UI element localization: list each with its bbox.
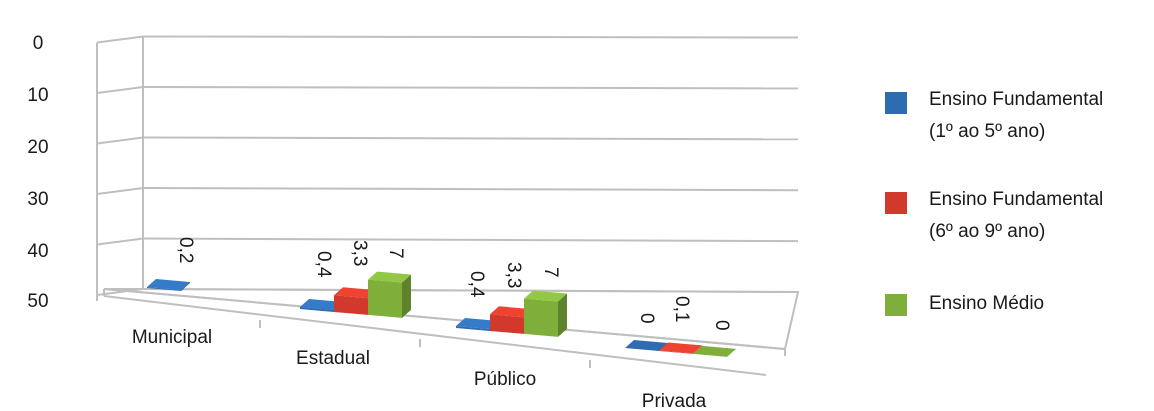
y-tick-label: 40 [27,241,48,262]
bar-side [558,293,567,337]
bar-top [659,342,702,354]
bar-side [181,281,190,291]
bar-top [693,345,736,357]
x-axis-line [103,295,767,376]
bar-front [334,295,368,315]
bar-top [334,287,377,299]
gridline-back [142,237,799,243]
y-tick-label: 30 [27,189,48,210]
data-label: 7 [385,248,406,259]
gridline-back [142,35,799,39]
legend-label-fund-6-9-line2: (6º ao 9º ano) [929,221,1046,242]
data-label: 0,4 [313,251,334,278]
gridline-back [142,136,799,141]
gridline-back [142,187,799,192]
legend-swatch-medio [885,294,907,316]
bar-top [300,298,343,310]
data-label: 3,3 [349,240,370,266]
legend-item-medio: Ensino Médio [885,284,1154,384]
legend-label-fund-6-9-line1: Ensino Fundamental [929,189,1104,210]
bar-front [300,306,334,312]
gridline-side [96,237,144,246]
legend-label-fund-1-5-line1: Ensino Fundamental [929,89,1104,110]
legend-item-fund-6-9: Ensino Fundamental (6º ao 9º ano) [885,184,1154,284]
gridline-side [96,35,144,44]
bar-top [625,340,668,351]
bar-top [368,271,411,283]
bar-front [368,279,402,318]
y-tick-label: 10 [27,85,48,106]
gridline-side [96,136,144,145]
data-label: 0,4 [466,271,487,298]
legend-item-fund-1-5: Ensino Fundamental (1º ao 5º ano) [885,84,1154,184]
data-label: 3,3 [503,262,524,288]
chart-legend: Ensino Fundamental (1º ao 5º ano) Ensino … [885,84,1154,384]
bar-front [524,298,558,337]
bar-top [490,306,533,318]
legend-label-fund-1-5-line2: (1º ao 5º ano) [929,121,1046,142]
x-category-label: Público [474,369,536,390]
bar-top [524,290,567,302]
bar-top [147,278,190,290]
floor-front-edge [103,288,786,350]
data-label: 0 [711,320,732,331]
data-label: 0 [636,313,657,324]
y-tick-label: 0 [33,33,44,54]
gridline-back [142,86,799,90]
x-category-label: Estadual [296,348,370,369]
gridline-side [96,86,144,94]
legend-label-medio: Ensino Médio [929,293,1045,314]
x-category-label: Privada [642,391,707,411]
x-category-label: Municipal [132,327,212,348]
bar-top [456,317,499,329]
y-tick-label: 20 [27,137,48,158]
bar-front [490,314,524,334]
y-tick-label: 50 [27,291,48,312]
bar-front [147,286,181,291]
bar-side [402,274,411,318]
data-label: 7 [540,267,561,278]
bar-front [659,350,693,354]
legend-swatch-fund-1-5 [885,92,907,114]
legend-swatch-fund-6-9 [885,192,907,214]
data-label: 0,1 [671,296,692,322]
data-label: 0,2 [175,237,196,263]
gridline-side [96,187,144,195]
bar-front [456,325,490,331]
bar-side [693,345,702,354]
